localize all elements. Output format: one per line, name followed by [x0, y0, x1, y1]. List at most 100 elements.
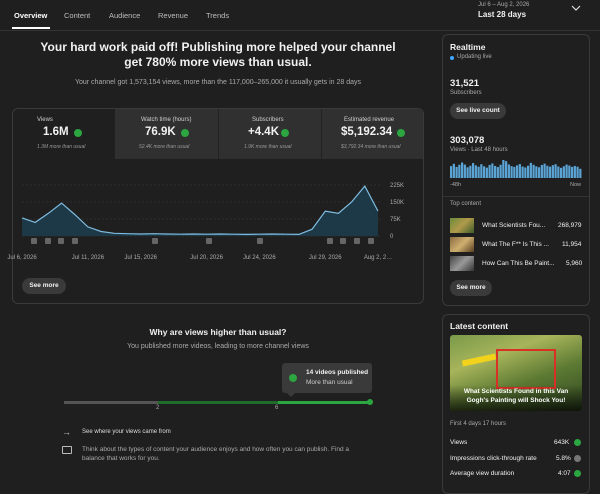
tip: Think about the types of content your au… [82, 446, 350, 462]
nav-tab[interactable]: Content [64, 11, 91, 20]
see-more-button[interactable]: See more [450, 280, 492, 296]
metric-label[interactable]: Views [37, 117, 53, 123]
bar [485, 167, 488, 178]
video-views: 268,979 [558, 222, 582, 229]
realtime-title: Realtime [450, 42, 486, 52]
bar [461, 162, 464, 178]
line [21, 185, 379, 236]
metric-label[interactable]: Watch time (hours) [141, 117, 192, 123]
realtime-card [442, 34, 590, 306]
bar [463, 164, 466, 178]
x-tick-label: Jul 24, 2026 [243, 255, 276, 261]
bar [579, 168, 582, 178]
date-range[interactable]: Jul 6 – Aug 2, 2026 [478, 2, 530, 8]
scale-usual [158, 401, 278, 404]
bar [543, 163, 546, 178]
video-title[interactable]: How Can This Be Paint... [482, 260, 555, 267]
latest-thumbnail[interactable] [450, 335, 582, 411]
x-tick-label: Aug 2, 2… [364, 255, 392, 261]
metric-tabs-bg [115, 109, 423, 159]
metric-label[interactable]: Subscribers [252, 117, 284, 123]
metric-value[interactable]: 76.9K [145, 126, 176, 138]
metric-note: $3,792.34 more than usual [341, 144, 401, 150]
chart-layer: 0 75K 150K 225K Jul 6, 2026 Jul 11, 2026 Jul 1… [7, 5, 582, 261]
thumbnail[interactable] [450, 237, 474, 252]
nav-tab[interactable]: Trends [206, 11, 230, 20]
bar [483, 166, 486, 178]
metric-value[interactable]: 1.6M [43, 126, 69, 138]
subline: Your channel got 1,573,154 views, more t… [74, 79, 362, 86]
metric-value[interactable]: $5,192.34 [341, 126, 393, 138]
stat-value: 4:07 [558, 470, 571, 477]
bar [540, 164, 543, 178]
scale-marker [367, 399, 373, 405]
bar [455, 166, 458, 178]
active-tab-indicator [12, 27, 50, 29]
live-count-button[interactable]: See live count [450, 103, 506, 119]
callout-note: More than usual [306, 379, 353, 386]
bar [560, 167, 563, 178]
bar [535, 166, 538, 178]
video-title[interactable]: What The F** Is This ... [482, 241, 549, 248]
realtime-status: Updating live [457, 54, 492, 60]
subscriber-count: 31,521 [450, 78, 480, 89]
bar [538, 167, 541, 178]
nav-tab[interactable]: Revenue [158, 11, 189, 20]
latest-video-title[interactable]: What Scientists Found in this Van Gogh's… [463, 388, 569, 404]
bar [510, 166, 513, 178]
video-views: 11,954 [562, 241, 582, 248]
metric-label[interactable]: Estimated revenue [344, 117, 395, 123]
scale-label: 2 [156, 405, 160, 411]
up-icon [281, 129, 289, 137]
stat-label: Average view duration [450, 470, 515, 477]
stat-label: Impressions click-through rate [450, 455, 537, 462]
metric-note: 52.4K more than usual [139, 144, 190, 150]
subscriber-label: Subscribers [450, 90, 482, 96]
bar [546, 165, 549, 178]
nav-tab[interactable]: Audience [109, 11, 141, 20]
nav-tab[interactable]: Overview [14, 11, 48, 20]
see-more-button[interactable]: See more [22, 278, 66, 294]
y-tick-label: 225K [390, 183, 404, 189]
bar [505, 161, 508, 178]
bar [562, 166, 565, 178]
bar [496, 167, 499, 178]
bar [521, 166, 524, 178]
thumbnail[interactable] [450, 256, 474, 271]
bar [529, 162, 532, 178]
top-content-label: Top content [450, 201, 482, 207]
bar [549, 166, 552, 178]
axis-end: Now [570, 182, 582, 188]
bar [491, 163, 494, 178]
bar [568, 165, 571, 178]
tip[interactable]: See where your views came from [82, 429, 171, 435]
bar [494, 165, 497, 178]
thumbnail[interactable] [450, 218, 474, 233]
bar [576, 166, 579, 178]
bar [466, 167, 469, 178]
analytics-card [12, 108, 424, 304]
x-tick-label: Jul 20, 2026 [190, 255, 223, 261]
bar [573, 165, 576, 178]
bar [571, 166, 574, 178]
metric-note: 1.9K more than usual [244, 144, 292, 150]
scale-track [64, 401, 158, 404]
metric-value[interactable]: +4.4K [248, 126, 280, 138]
bar [518, 164, 521, 178]
layers-icon [62, 446, 72, 454]
caption-shade [450, 385, 582, 411]
bar [551, 165, 554, 178]
bar [516, 165, 519, 178]
up-icon [289, 374, 297, 382]
dropdown-chevron[interactable] [571, 5, 581, 11]
bar [488, 164, 491, 178]
up-icon [74, 129, 82, 137]
stat-value: 643K [554, 439, 570, 446]
date-period[interactable]: Last 28 days [478, 10, 527, 19]
up-icon [574, 470, 581, 477]
video-title[interactable]: What Scientists Fou... [482, 222, 546, 229]
bar [557, 166, 560, 178]
arrow-icon: → [62, 427, 71, 437]
bar [502, 160, 505, 178]
area [22, 186, 378, 236]
